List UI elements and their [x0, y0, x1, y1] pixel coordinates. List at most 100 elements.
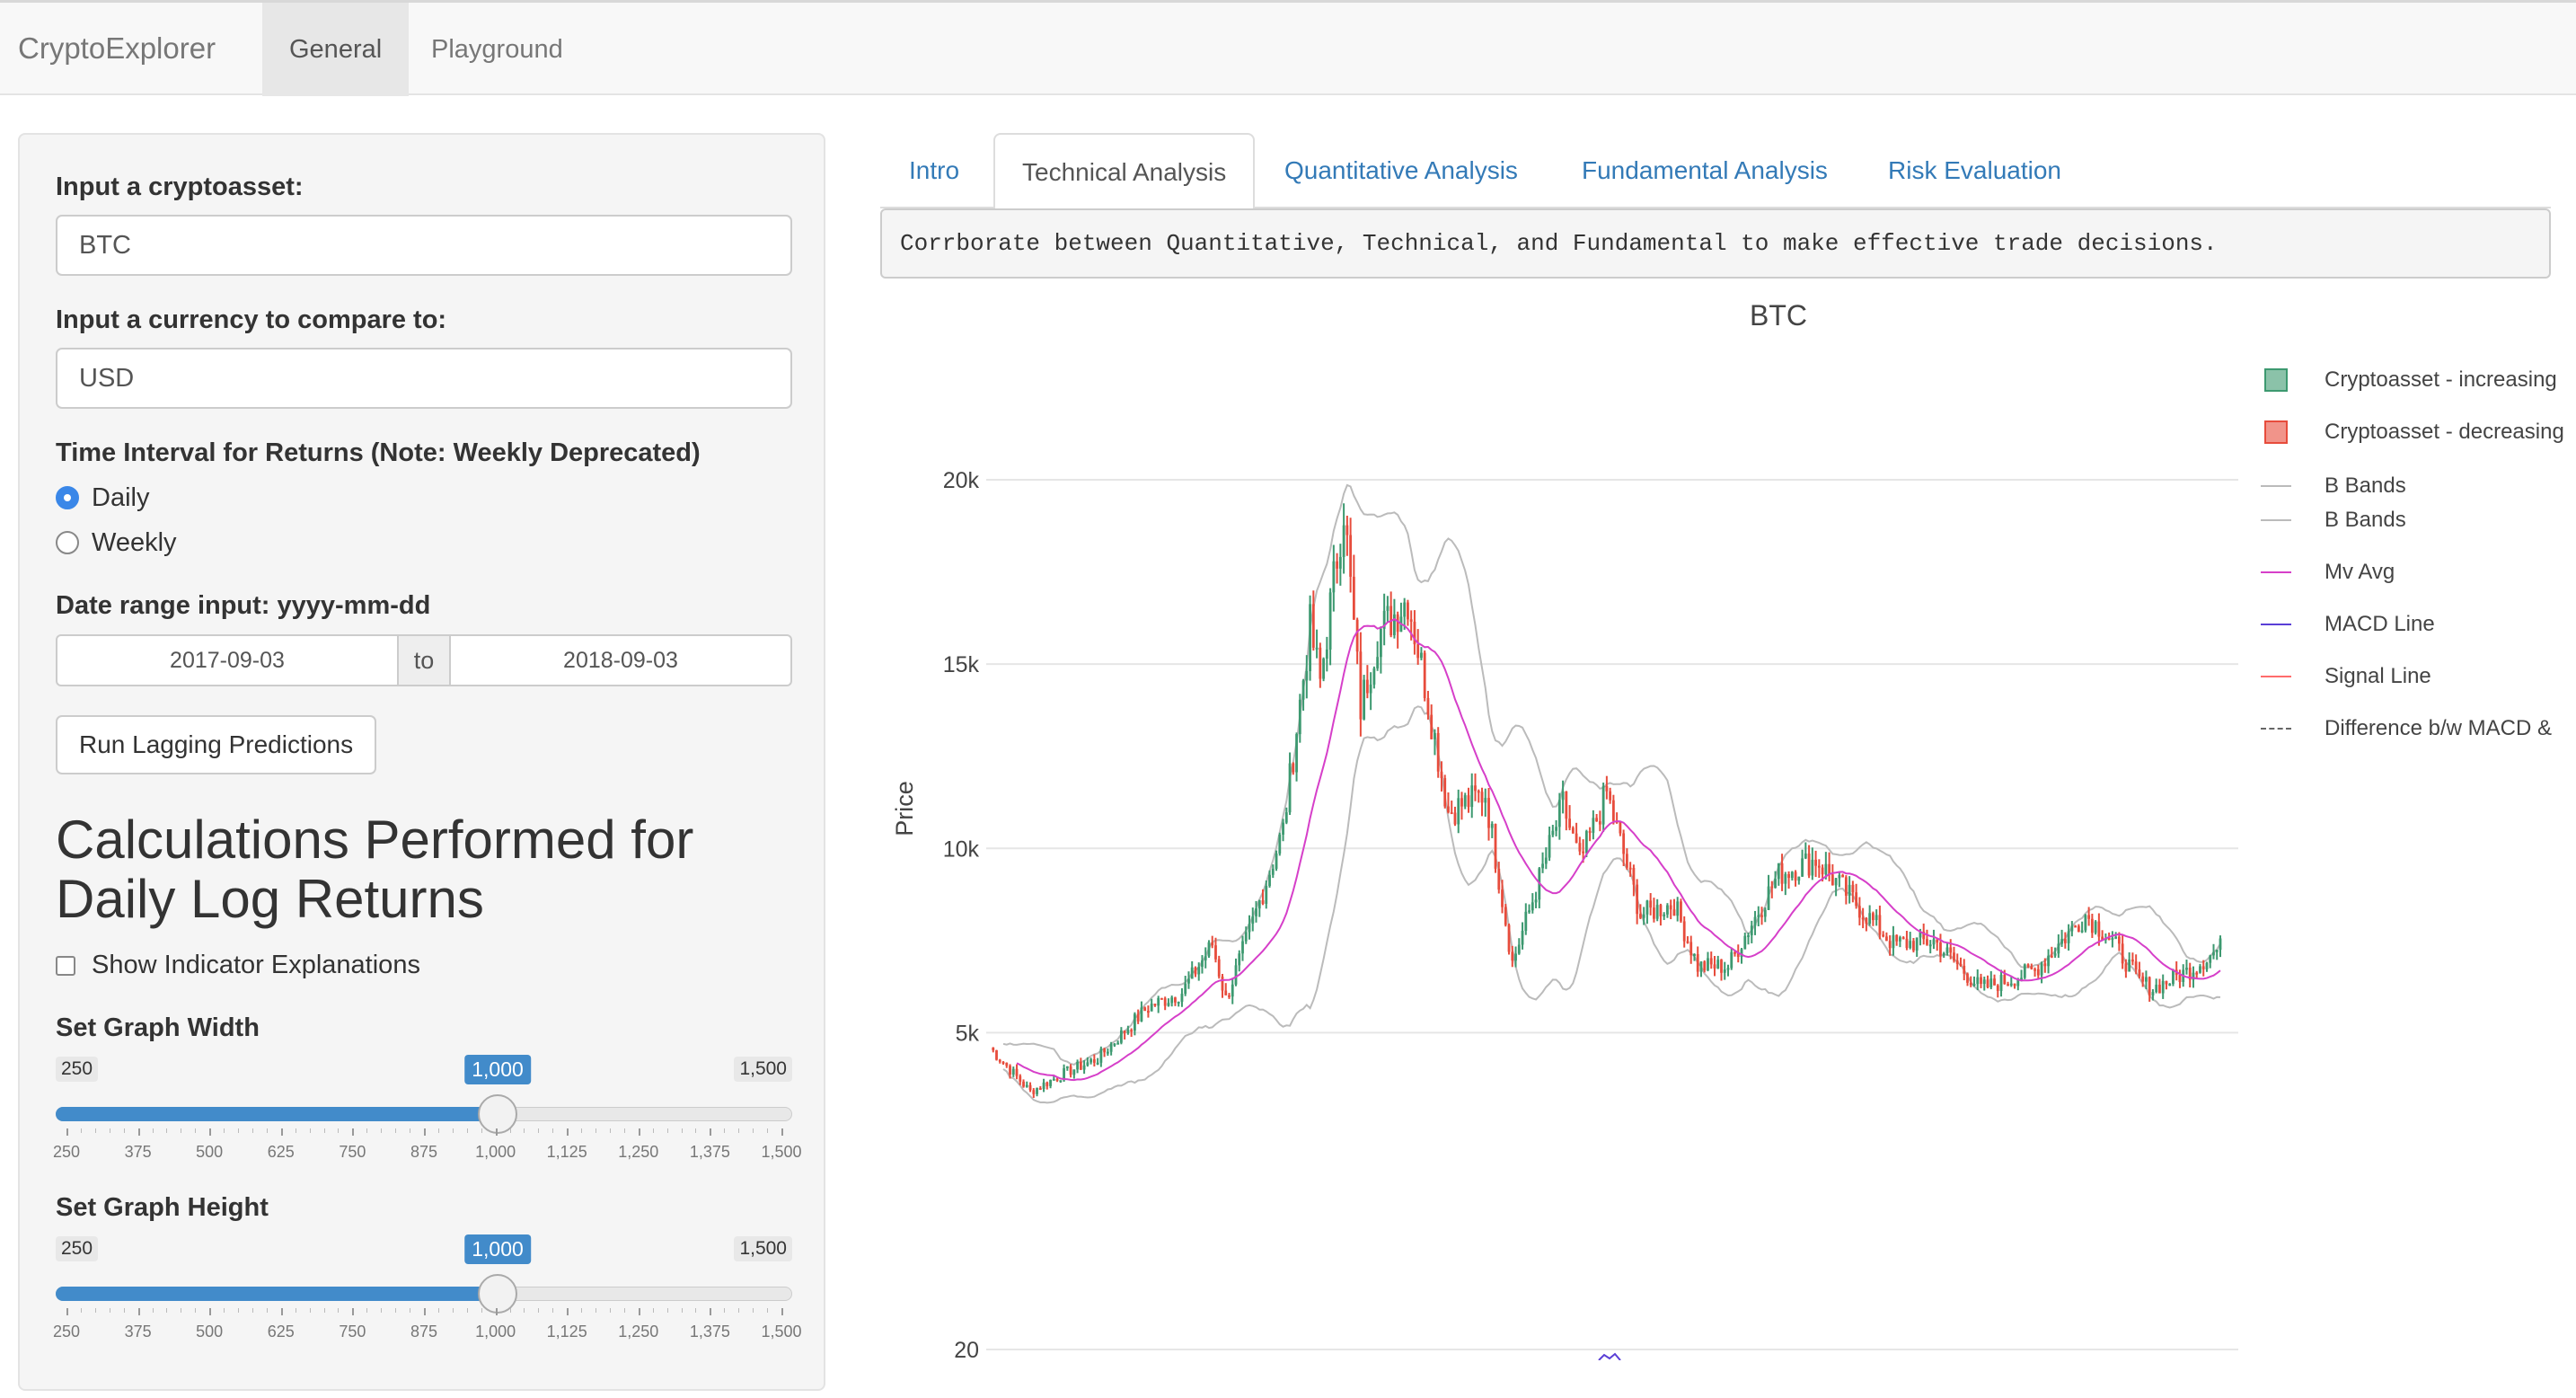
legend-item[interactable]: B Bands: [2254, 507, 2406, 534]
candle-body: [2128, 959, 2131, 972]
slider-major-tick: [209, 1128, 212, 1136]
slider-minor-tick: [652, 1128, 654, 1133]
currency-input[interactable]: [56, 348, 792, 409]
candle-body: [1595, 818, 1599, 822]
candle-body: [1814, 859, 1817, 866]
candle-body: [1568, 818, 1571, 828]
slider-minor-tick: [509, 1308, 511, 1313]
candle-body: [1332, 561, 1336, 593]
slider-tick-label: 1,500: [761, 1143, 802, 1161]
candle-body: [2084, 915, 2087, 931]
macd-panel-layer: [1598, 1352, 1621, 1360]
run-lagging-predictions-button[interactable]: Run Lagging Predictions: [56, 715, 377, 774]
candle-body: [1757, 915, 1760, 917]
asset-label: Input a cryptoasset:: [56, 173, 304, 201]
candle-body: [2172, 969, 2175, 985]
legend-swatch: [2254, 676, 2298, 677]
candle-body: [2188, 968, 2192, 980]
slider-minor-tick: [581, 1128, 583, 1133]
slider-minor-tick: [552, 1308, 554, 1313]
candle-body: [1703, 961, 1707, 970]
radio-weekly[interactable]: Weekly: [56, 526, 177, 559]
candle-body: [1828, 863, 1831, 875]
candle-body: [1760, 915, 1763, 917]
candle-body: [1676, 901, 1680, 916]
macd-line-fragment: [1598, 1352, 1621, 1360]
candle-body: [1150, 1004, 1153, 1012]
candle-body: [1063, 1067, 1065, 1081]
candle-body: [1555, 827, 1557, 831]
candle-body: [2131, 959, 2134, 962]
checkbox-box[interactable]: [56, 955, 75, 976]
slider-minor-tick: [452, 1128, 454, 1133]
legend-item[interactable]: Signal Line: [2254, 663, 2431, 690]
candle-body: [1450, 812, 1453, 815]
legend-item[interactable]: Cryptoasset - decreasing: [2254, 419, 2564, 446]
slider-handle[interactable]: [478, 1094, 517, 1134]
candle-body: [1426, 697, 1430, 715]
asset-input[interactable]: [56, 215, 792, 276]
candle-body: [1072, 1069, 1076, 1075]
candle-body: [1787, 873, 1790, 879]
slider-minor-tick: [166, 1128, 168, 1133]
candle-body: [1844, 877, 1848, 896]
legend-item[interactable]: B Bands: [2254, 473, 2406, 500]
btc-candlestick-chart[interactable]: BTC Price 5k 10k 15k 20k 20: [880, 280, 2576, 1360]
candle-body: [1336, 561, 1339, 569]
radio-weekly-indicator[interactable]: [56, 531, 79, 554]
slider-minor-tick: [309, 1308, 311, 1313]
candle-body: [1160, 997, 1163, 1000]
legend-item[interactable]: Mv Avg: [2254, 559, 2395, 586]
tab-quantitative-analysis[interactable]: Quantitative Analysis: [1284, 156, 1518, 184]
candle-body: [1079, 1061, 1082, 1070]
tab-intro[interactable]: Intro: [909, 156, 960, 184]
candle-body: [1565, 791, 1568, 819]
legend-item[interactable]: Difference b/w MACD &: [2254, 715, 2552, 742]
end-date-input[interactable]: [449, 634, 792, 686]
candle-body: [1855, 892, 1858, 907]
candle-body: [1228, 995, 1231, 997]
candle-body: [1514, 953, 1517, 961]
candle-body: [1069, 1066, 1072, 1075]
candle-body: [1059, 1080, 1063, 1083]
radio-daily-indicator[interactable]: [56, 486, 79, 509]
candle-body: [1588, 831, 1592, 834]
legend-item[interactable]: MACD Line: [2254, 611, 2435, 638]
legend-item[interactable]: Cryptoasset - increasing: [2254, 367, 2557, 394]
app-brand[interactable]: CryptoExplorer: [18, 31, 216, 65]
nav-tab-playground[interactable]: Playground: [431, 35, 563, 64]
candle-body: [2087, 915, 2091, 919]
tab-risk-evaluation[interactable]: Risk Evaluation: [1888, 156, 2061, 184]
tab-technical-analysis[interactable]: Technical Analysis: [993, 133, 1256, 210]
slider-handle[interactable]: [478, 1274, 517, 1314]
slider-minor-tick: [323, 1308, 325, 1313]
tab-fundamental-analysis[interactable]: Fundamental Analysis: [1582, 156, 1828, 184]
candle-body: [1736, 952, 1740, 958]
indicator-explanations-checkbox[interactable]: Show Indicator Explanations: [56, 951, 420, 980]
candle-body: [1301, 680, 1305, 700]
candle-body: [1531, 902, 1534, 911]
candle-body: [1939, 942, 1942, 956]
candle-body: [1716, 960, 1720, 969]
candle-body: [2070, 925, 2074, 932]
candle-body: [1895, 934, 1899, 942]
candle-body: [1501, 889, 1504, 907]
slider-tick-label: 1,000: [475, 1143, 516, 1161]
graph-height-slider[interactable]: 250 1,500 1,000 250 375 500 625 750 875 1,000 1,12…: [53, 1234, 802, 1398]
interval-label: Time Interval for Returns (Note: Weekly …: [56, 438, 701, 467]
slider-minor-tick: [581, 1308, 583, 1313]
slider-minor-tick: [524, 1128, 525, 1133]
slider-major-tick: [137, 1308, 140, 1315]
nav-tab-general[interactable]: General: [262, 3, 410, 96]
candle-body: [1065, 1066, 1069, 1068]
candle-body: [2060, 939, 2063, 944]
start-date-input[interactable]: [56, 634, 399, 686]
candle-body: [1922, 931, 1926, 940]
candle-body: [1750, 925, 1753, 935]
candle-body: [1605, 786, 1609, 792]
graph-width-slider[interactable]: 250 1,500 1,000 250 375 500 625 750 875 1,000 1,12…: [53, 1055, 802, 1218]
candle-body: [1194, 967, 1197, 975]
radio-daily[interactable]: Daily: [56, 482, 149, 514]
candle-body: [1821, 867, 1824, 875]
candle-body: [1672, 909, 1676, 916]
